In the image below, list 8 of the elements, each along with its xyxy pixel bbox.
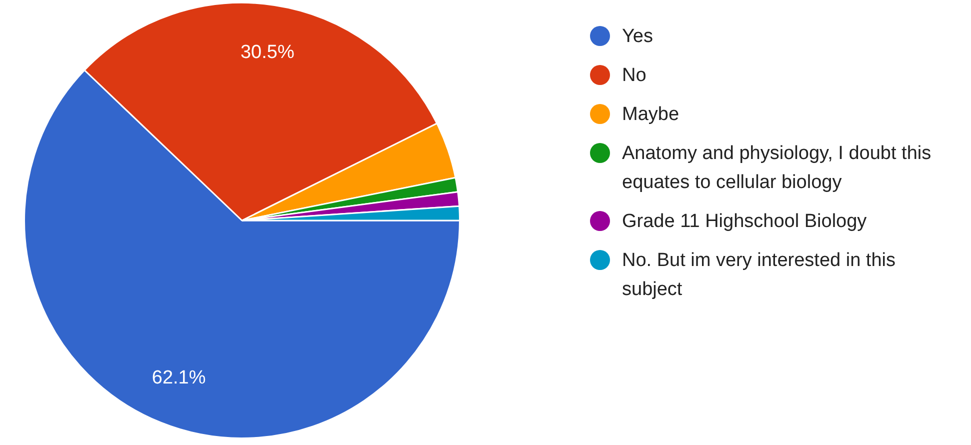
legend-label: No. But im very interested in this subject [622,249,896,302]
legend-label: No [622,64,648,88]
legend-label: Grade 11 Highschool Biology [622,210,868,234]
legend-label: Yes [622,25,654,49]
legend-label: Anatomy and physiology, I doubt this equates to cellular biology [622,142,932,195]
data-label: 62.1% [152,367,206,388]
data-label: 30.5% [240,42,294,63]
legend-label: Maybe [622,103,680,127]
